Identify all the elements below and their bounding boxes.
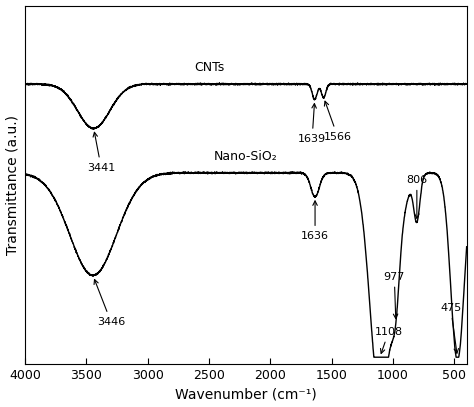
Text: CNTs: CNTs (194, 61, 224, 74)
X-axis label: Wavenumber (cm⁻¹): Wavenumber (cm⁻¹) (175, 387, 317, 401)
Text: 806: 806 (406, 175, 428, 218)
Text: 3446: 3446 (94, 280, 125, 327)
Text: 475: 475 (440, 303, 461, 353)
Text: 1639: 1639 (298, 104, 326, 144)
Text: 1566: 1566 (324, 101, 352, 142)
Text: 1108: 1108 (374, 327, 403, 353)
Y-axis label: Transmittance (a.u.): Transmittance (a.u.) (6, 115, 19, 255)
Text: 977: 977 (383, 271, 405, 319)
Text: 1636: 1636 (301, 201, 329, 241)
Text: Nano-SiO₂: Nano-SiO₂ (214, 150, 278, 163)
Text: 3441: 3441 (87, 132, 115, 173)
